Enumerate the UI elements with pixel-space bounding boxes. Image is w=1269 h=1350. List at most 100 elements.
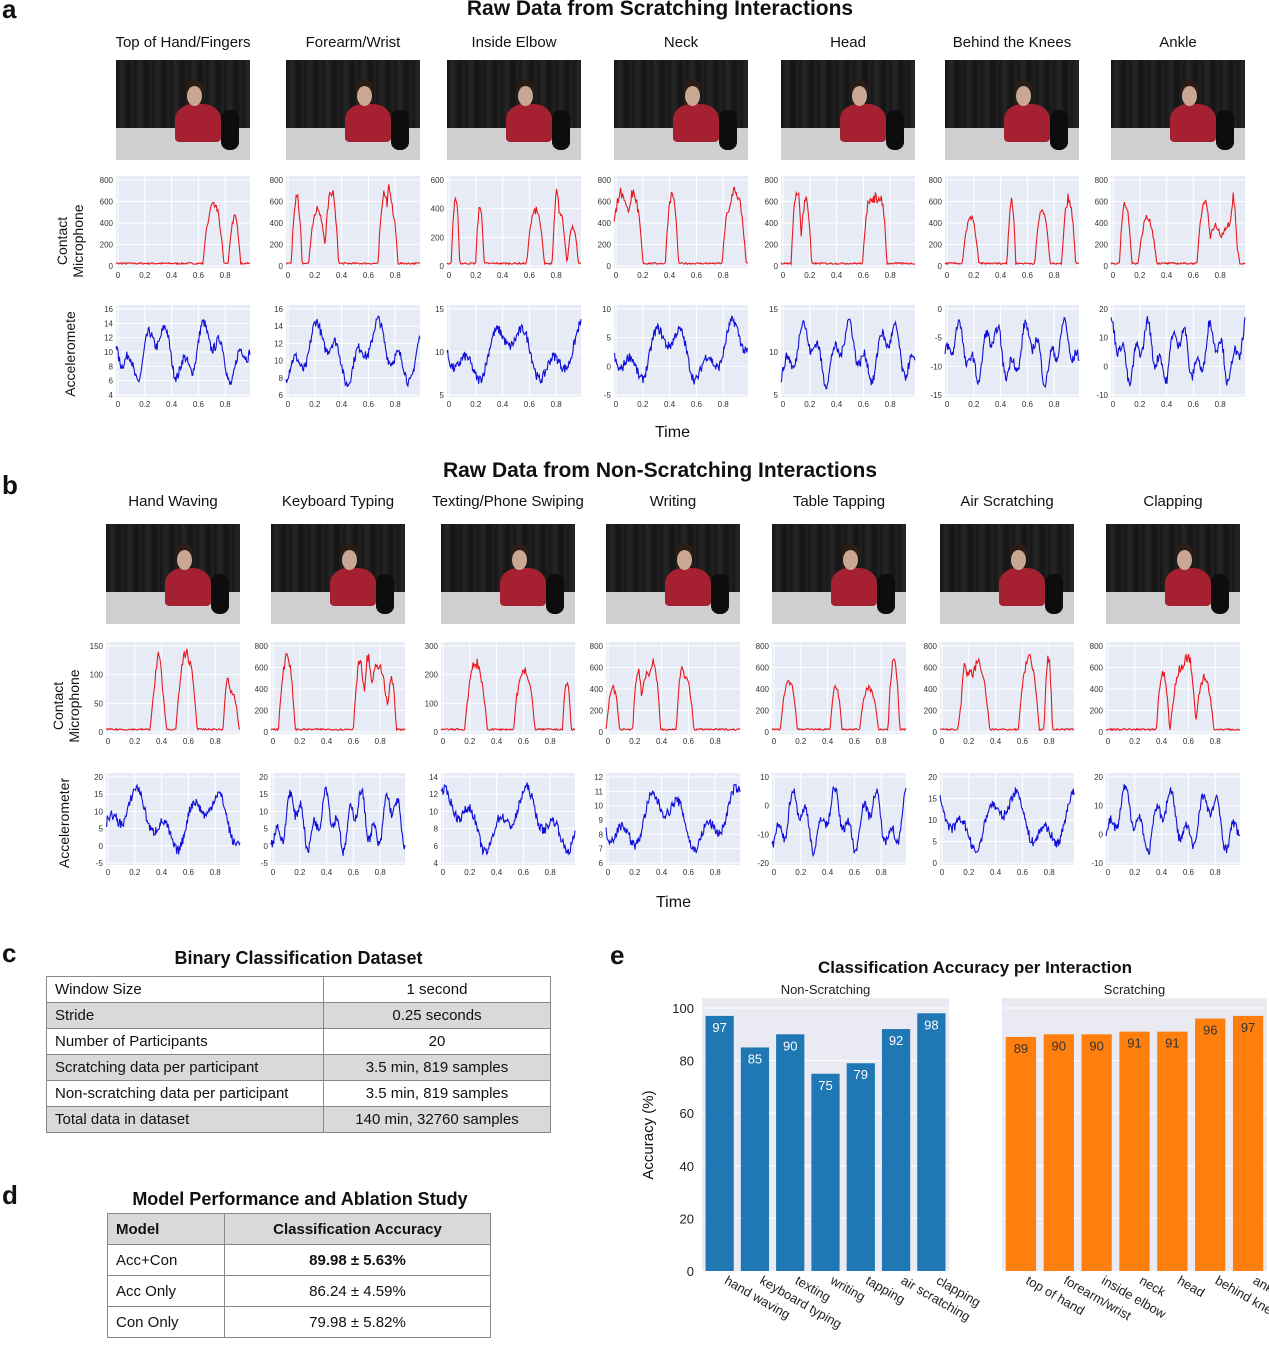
column-title-forearm-wrist: Forearm/Wrist — [305, 34, 401, 51]
y-tick-label: 10 — [928, 816, 937, 825]
x-tick-label: 0 — [1111, 271, 1116, 280]
y-tick-label: -10 — [1091, 859, 1103, 868]
y-tick-label: 16 — [274, 305, 283, 314]
y-tick-label: 400 — [255, 685, 269, 694]
acc-plot-clapping: -10 0 10 20 0 0.2 0.4 0.6 0.8 — [1091, 773, 1241, 877]
mic-signal-line — [446, 188, 582, 266]
model-accuracy: 89.98 ± 5.63% — [224, 1244, 491, 1276]
x-tick-label: 0.8 — [551, 400, 563, 409]
x-tick-label: 0 — [271, 737, 276, 746]
x-tick-label: 0.8 — [390, 271, 402, 280]
x-tick-label: 0.8 — [1215, 271, 1227, 280]
chart-title: Classification Accuracy per Interaction — [818, 958, 1132, 977]
y-tick-label: 5 — [933, 838, 938, 847]
mic-plot-top-of-hand-fingers: 0 200 400 600 800 0 0.2 0.4 0.6 0.8 — [100, 176, 251, 280]
panel-letter-b: b — [2, 470, 18, 500]
x-tick-label: 0.8 — [210, 868, 222, 877]
panel-b-mic-label-line2: Microphone — [66, 669, 82, 743]
mic-signal-line — [440, 658, 575, 732]
x-tick-label: 0.4 — [831, 400, 843, 409]
mic-plot-keyboard-typing: 0 200 400 600 800 0 0.2 0.4 0.6 0.8 — [255, 642, 406, 746]
y-tick-label: 200 — [924, 707, 938, 716]
x-tick-label: 0.4 — [1161, 400, 1173, 409]
mic-signal-line — [939, 654, 1074, 732]
y-tick-label: 600 — [431, 176, 445, 185]
bar-air-scratching — [881, 1029, 911, 1271]
acc-plot-svg-behind-the-knees: -15 -10 -5 0 0 0.2 0.4 0.6 0.8 — [930, 305, 1080, 409]
y-tick-label: 400 — [1095, 219, 1109, 228]
y-tick-label: 600 — [598, 198, 612, 207]
x-tick-label: 0.2 — [795, 737, 807, 746]
y-tick-label: 600 — [1095, 198, 1109, 207]
x-tick-label: 0 — [614, 271, 619, 280]
y-tick-label: 6 — [109, 377, 114, 386]
y-tick-label: 0 — [933, 859, 938, 868]
x-tick-label: 0.6 — [518, 868, 530, 877]
acc-plot-texting-phone-swiping: 4 6 8 10 12 14 0 0.2 0.4 0.6 0.8 — [429, 773, 576, 877]
x-tick-label: 0.6 — [691, 271, 703, 280]
x-tick-label: 0.6 — [348, 868, 360, 877]
mic-plot-svg-neck: 0 200 400 600 800 0 0.2 0.4 0.6 0.8 — [598, 176, 749, 280]
panel-a-acc-label: Acceleromete — [62, 311, 78, 397]
y-tick-label: 200 — [598, 241, 612, 250]
mic-plot-svg-keyboard-typing: 0 200 400 600 800 0 0.2 0.4 0.6 0.8 — [255, 642, 406, 746]
x-tick-label: 0 — [945, 271, 950, 280]
y-tick-label: 0 — [1104, 262, 1109, 271]
mic-plot-behind-the-knees: 0 200 400 600 800 0 0.2 0.4 0.6 0.8 — [929, 176, 1080, 280]
bar-head — [1157, 1031, 1188, 1271]
y-tick-label: 0 — [264, 842, 269, 851]
y-tick-label: 15 — [769, 305, 778, 314]
photo-writing — [606, 524, 740, 624]
x-tick-label: 0.6 — [363, 400, 375, 409]
column-title-ankle: Ankle — [1159, 34, 1197, 51]
y-tick-label: 800 — [1095, 176, 1109, 185]
bar-tapping — [846, 1063, 875, 1271]
panel-a-title: Raw Data from Scratching Interactions — [466, 0, 854, 20]
y-tick-label: 10 — [760, 773, 769, 782]
x-tick-label: 0.6 — [1017, 868, 1029, 877]
x-tick-label: 0.6 — [691, 400, 703, 409]
x-tick-label: 0.4 — [336, 400, 348, 409]
y-tick-label: 600 — [590, 664, 604, 673]
mic-plot-svg-writing: 0 200 400 600 800 0 0.2 0.4 0.6 0.8 — [590, 642, 741, 746]
x-tick-label: 0.6 — [183, 737, 195, 746]
y-tick-label: 6 — [599, 859, 604, 868]
y-tick-label: 400 — [1090, 685, 1104, 694]
model-name: Acc+Con — [107, 1244, 225, 1276]
x-tick-label: 0 — [441, 868, 446, 877]
y-tick-label: 400 — [270, 219, 284, 228]
row-value: 3.5 min, 819 samples — [323, 1054, 551, 1081]
column-title-head: Head — [830, 34, 866, 51]
x-tick-label: 0 — [447, 400, 452, 409]
y-tick-label: -20 — [757, 859, 769, 868]
column-title-neck: Neck — [663, 34, 699, 51]
acc-signal-line — [440, 782, 576, 856]
y-tick-label: 20 — [928, 773, 937, 782]
y-tick-label: -5 — [604, 391, 612, 400]
y-tick-label: 600 — [1090, 664, 1104, 673]
bar-keyboard-typing — [740, 1047, 770, 1271]
column-title-clapping: Clapping — [1143, 493, 1203, 510]
y-tick-label: 0 — [279, 262, 284, 271]
x-tick-label: 0.8 — [885, 271, 897, 280]
mic-plot-air-scratching: 0 200 400 600 800 0 0.2 0.4 0.6 0.8 — [924, 642, 1074, 746]
x-tick-label: 0.2 — [309, 400, 321, 409]
bar-value-label: 96 — [1203, 1023, 1217, 1038]
table-row: Non-scratching data per participant 3.5 m… — [46, 1080, 551, 1107]
y-tick-label: 8 — [279, 374, 284, 383]
column-title-keyboard-typing: Keyboard Typing — [281, 493, 395, 510]
y-tick-label: 10 — [259, 807, 268, 816]
table-row: Acc Only 86.24 ± 4.59% — [107, 1275, 491, 1307]
y-tick-label: 8 — [599, 830, 604, 839]
mic-signal-line — [613, 186, 749, 266]
category-label: head — [1175, 1273, 1208, 1300]
x-tick-label: 0.8 — [1044, 737, 1056, 746]
y-tick-label: 200 — [765, 241, 779, 250]
table-row: Acc+Con 89.98 ± 5.63% — [107, 1244, 491, 1276]
bar-value-label: 90 — [1052, 1038, 1066, 1053]
acc-plot-keyboard-typing: -5 0 5 10 15 20 0 0.2 0.4 0.6 0.8 — [259, 773, 406, 877]
x-tick-label: 0.4 — [822, 737, 834, 746]
x-tick-label: 0.8 — [1210, 868, 1222, 877]
photo-hand-waving — [106, 524, 240, 624]
y-tick-label: 600 — [270, 198, 284, 207]
